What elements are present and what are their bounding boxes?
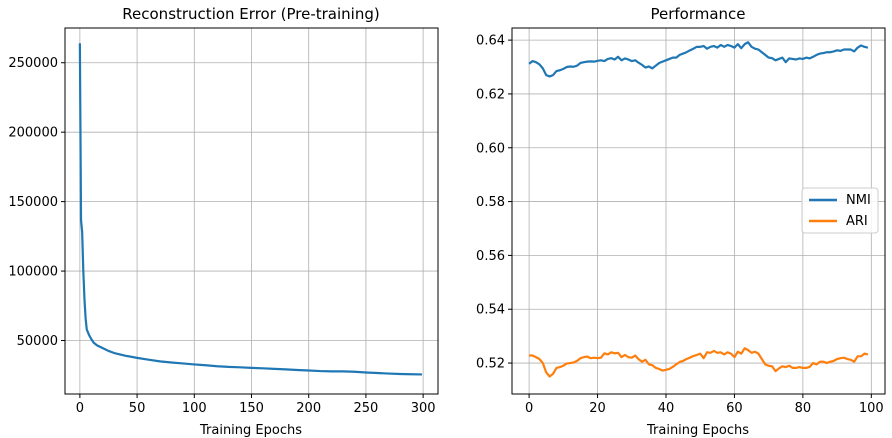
chart-title: Reconstruction Error (Pre-training) bbox=[122, 5, 379, 23]
y-tick-label: 0.62 bbox=[476, 87, 505, 102]
x-tick-label: 0 bbox=[525, 401, 533, 416]
x-tick-label: 80 bbox=[795, 401, 812, 416]
y-tick-label: 0.60 bbox=[476, 141, 505, 156]
performance-panel: Performance 0 20 40 60 80 100 0.52 0.54 0.56 0.58… bbox=[476, 5, 886, 438]
y-tick-label: 0.54 bbox=[476, 303, 505, 318]
y-tick-label: 0.58 bbox=[476, 195, 505, 210]
legend-nmi-label: NMI bbox=[846, 193, 871, 208]
x-axis-label: Training Epochs bbox=[199, 423, 302, 438]
y-tick-label: 250000 bbox=[8, 56, 58, 71]
y-tick-label: 150000 bbox=[8, 195, 58, 210]
x-tick-label: 100 bbox=[859, 401, 884, 416]
chart-title: Performance bbox=[650, 5, 745, 23]
y-tick-label: 100000 bbox=[8, 265, 58, 280]
ari-line bbox=[529, 347, 869, 378]
x-tick-label: 40 bbox=[658, 401, 675, 416]
x-tick-label: 250 bbox=[354, 401, 379, 416]
legend-ari-label: ARI bbox=[846, 214, 868, 229]
y-tick-label: 0.56 bbox=[476, 249, 505, 264]
x-tick-label: 50 bbox=[129, 401, 146, 416]
y-tick-label: 200000 bbox=[8, 126, 58, 141]
nmi-line bbox=[528, 41, 869, 78]
plot-frame bbox=[511, 27, 886, 395]
reconstruction-error-panel: Reconstruction Error (Pre-training) 0 50 1… bbox=[8, 5, 439, 438]
x-axis-label: Training Epochs bbox=[646, 423, 749, 438]
legend: NMI ARI bbox=[801, 187, 879, 234]
y-tick-label: 0.64 bbox=[476, 34, 505, 49]
x-tick-label: 20 bbox=[589, 401, 606, 416]
y-tick-label: 0.52 bbox=[476, 357, 505, 372]
x-tick-label: 60 bbox=[726, 401, 743, 416]
x-tick-label: 100 bbox=[182, 401, 207, 416]
x-tick-label: 300 bbox=[411, 401, 436, 416]
x-tick-label: 150 bbox=[239, 401, 264, 416]
y-tick-label: 50000 bbox=[17, 334, 58, 349]
x-tick-label: 200 bbox=[296, 401, 321, 416]
x-tick-label: 0 bbox=[76, 401, 84, 416]
series-line bbox=[78, 43, 422, 376]
